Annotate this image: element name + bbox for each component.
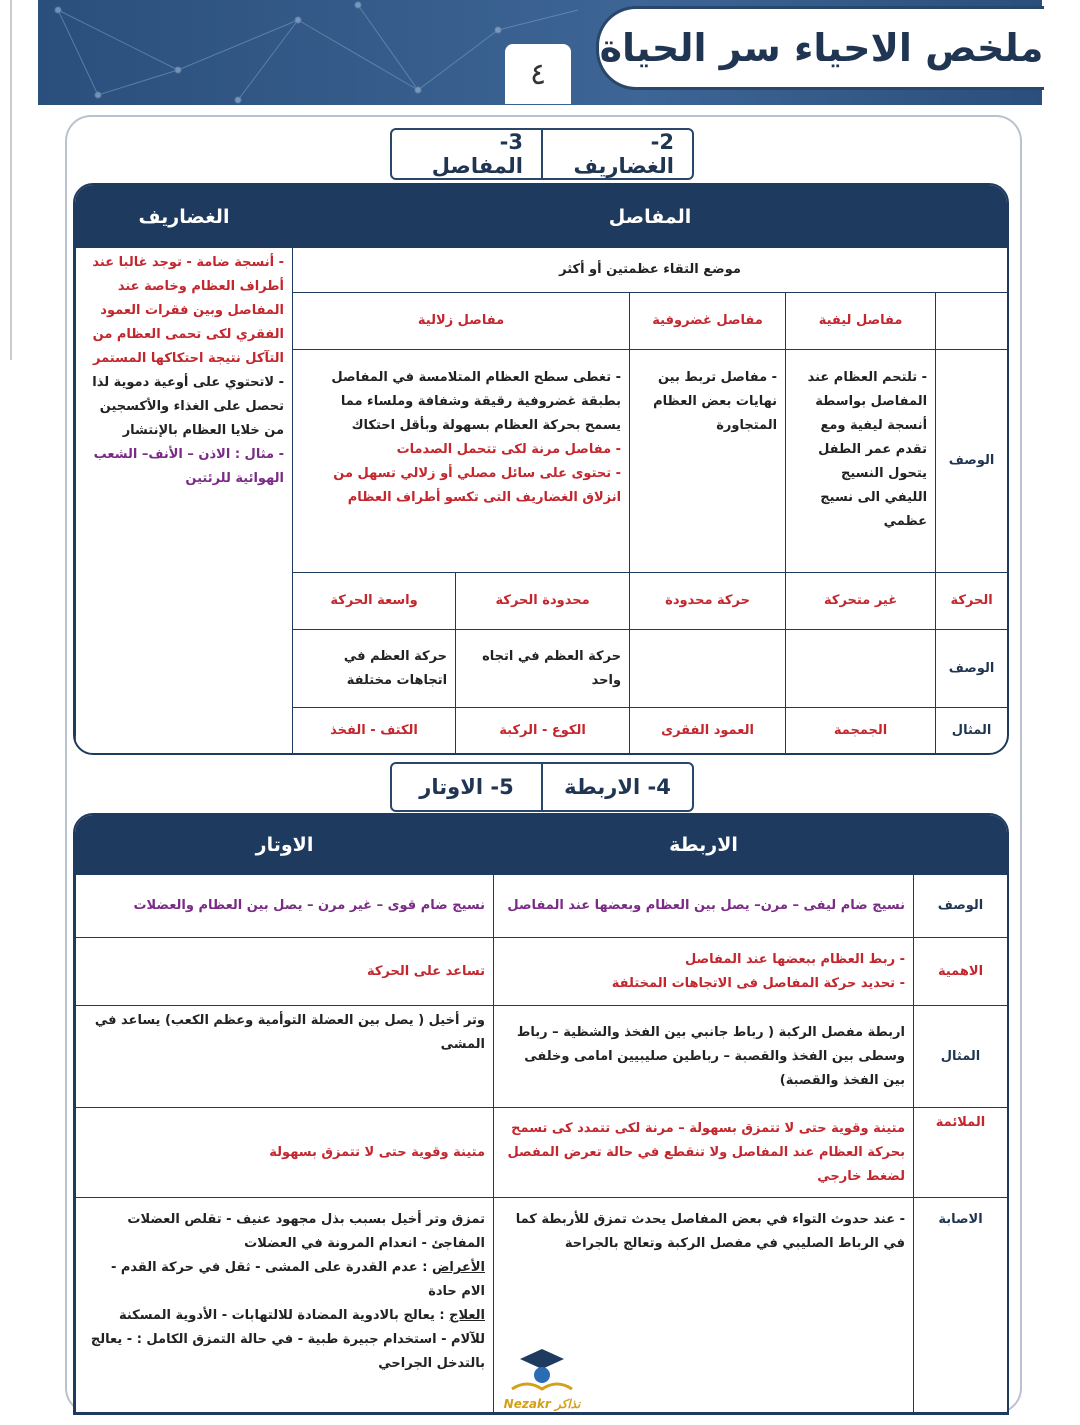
text: : عدم القدرة على المشى - ثقل في حركة الق… bbox=[110, 1260, 485, 1299]
ligaments-cell: اربطة مفصل الركبة ( رباط جانبي بين الفخذ… bbox=[493, 1005, 914, 1108]
section-tabs: 2- الغضاريف 3- المفاصل bbox=[390, 128, 694, 180]
list-item: - تحديد حركة المفاصل فى الاتجاهات المختل… bbox=[611, 975, 905, 991]
tab: 5- الاوتار bbox=[392, 764, 543, 810]
list-item: - تحتوى على سائل مصلي أو زلالي تسهل من ا… bbox=[333, 466, 622, 505]
logo: Nezakr نذاكر bbox=[492, 1345, 592, 1415]
movement-description: حركة العظم في اتجاه واحد bbox=[455, 629, 631, 708]
ligaments-table: الاربطة الاوتار الوصف نسيج ضام ليفى – مر… bbox=[73, 813, 1009, 1415]
list-item: - ربط العظام ببعضها عند المفاصل bbox=[684, 951, 905, 967]
movement: حركة محدودة bbox=[629, 572, 787, 630]
example: الكوع - الركبة bbox=[455, 707, 631, 753]
header-cell: الاربطة bbox=[493, 815, 914, 875]
row-label: الاهمية bbox=[913, 937, 1007, 1006]
tendons-cell: تمزق وتر أخيل بسبب بذل مجهود عنيف - تقلص… bbox=[75, 1197, 494, 1413]
list-item: - مثال : الاذن – الأنف– الشعب الهوائية ل… bbox=[93, 447, 284, 486]
tab: 3- المفاصل bbox=[392, 130, 543, 178]
example: العمود الفقرى bbox=[629, 707, 787, 753]
ligaments-cell: - عند حدوث التواء في بعض المفاصل يحدث تم… bbox=[493, 1197, 914, 1413]
tab: 4- الاربطة bbox=[564, 775, 671, 799]
type: مفاصل غضروفية bbox=[629, 292, 787, 350]
label: العلاج bbox=[449, 1308, 485, 1323]
movement-description: حركة العظم في اتجاهات مختلفة bbox=[291, 629, 457, 708]
movement: واسعة الحركة bbox=[291, 572, 457, 630]
definition: موضع التقاء عظمتين أو أكثر bbox=[291, 247, 1007, 293]
ligaments-cell: - ربط العظام ببعضها عند المفاصل - تحديد … bbox=[493, 937, 914, 1006]
tab: 2- الغضاريف bbox=[573, 130, 675, 178]
row-label: الملائمة bbox=[913, 1107, 1007, 1198]
tendons-cell: تساعد على الحركة bbox=[75, 937, 494, 1006]
header-cell: المفاصل bbox=[291, 185, 1007, 248]
table: المفاصل الغضاريف موضع التقاء عظمتين أو أ… bbox=[75, 185, 1007, 753]
movement: غير متحركة bbox=[785, 572, 937, 630]
tendons-cell: نسيج ضام قوى – غير مرن – يصل بين العظام … bbox=[75, 874, 494, 938]
row-label: الاصابة bbox=[913, 1197, 1007, 1413]
page-title: ملخص الاحياء سر الحياة bbox=[596, 6, 1044, 90]
movement: محدودة الحركة bbox=[455, 572, 631, 630]
injury-intro: تمزق وتر أخيل بسبب بذل مجهود عنيف - تقلص… bbox=[127, 1212, 485, 1251]
header-cell bbox=[913, 815, 1007, 875]
ligaments-cell: متينة وقوية حتى لا تتمزق بسهولة – مرنة ل… bbox=[493, 1107, 914, 1198]
row-label: المثال bbox=[935, 707, 1007, 753]
description: - مفاصل تربط بين نهايات بعض العظام المتج… bbox=[629, 349, 787, 573]
tendons-cell: متينة وقوية حتى لا تتمزق بسهولة bbox=[75, 1107, 494, 1198]
description: - تغطى سطح العظام المتلامسة في المفاصل ب… bbox=[291, 349, 631, 573]
row-label: المثال bbox=[913, 1005, 1007, 1108]
margin-mark bbox=[10, 0, 12, 360]
label: الأعراض bbox=[431, 1260, 485, 1275]
type: مفاصل ليفية bbox=[785, 292, 937, 350]
network-pattern bbox=[54, 1, 579, 104]
row-label: الوصف bbox=[935, 629, 1007, 708]
example: الكتف - الفخذ bbox=[291, 707, 457, 753]
type: مفاصل زلالية bbox=[291, 292, 631, 350]
list-item: - تغطى سطح العظام المتلامسة في المفاصل ب… bbox=[331, 370, 622, 433]
cartilage-cell: - أنسجة ضامة - توجد غالبا عند أطراف العظ… bbox=[75, 247, 293, 753]
row-label: الوصف bbox=[913, 874, 1007, 938]
description: - تلتحم العظام عند المفاصل بواسطة أنسجة … bbox=[785, 349, 937, 573]
logo-text: Nezakr نذاكر bbox=[503, 1397, 581, 1411]
section-tabs: 4- الاربطة 5- الاوتار bbox=[390, 762, 694, 812]
example: الجمجمة bbox=[785, 707, 937, 753]
row-label: الحركة bbox=[935, 572, 1007, 630]
list-item: - لاتحتوي على أوعية دموية لذا تحصل على ا… bbox=[92, 375, 284, 438]
tendons-cell: وتر أخيل ( يصل بين العضلة التوأمية وعظم … bbox=[75, 1005, 494, 1108]
row-label: الوصف bbox=[935, 349, 1007, 573]
ligaments-cell: نسيج ضام ليفى – مرن– يصل بين العظام وبعض… bbox=[493, 874, 914, 938]
joints-table: المفاصل الغضاريف موضع التقاء عظمتين أو أ… bbox=[73, 183, 1009, 755]
empty-cell bbox=[629, 629, 787, 708]
text: : يعالج بالادوية المضادة للالتهابات - ال… bbox=[90, 1308, 485, 1371]
logo-icon bbox=[511, 1349, 573, 1391]
list-item: - أنسجة ضامة - توجد غالبا عند أطراف العظ… bbox=[92, 255, 284, 366]
list-item: - مفاصل مرنة لكى تتحمل الصدمات bbox=[396, 442, 622, 457]
empty-cell bbox=[935, 292, 1007, 350]
empty-cell bbox=[785, 629, 937, 708]
injury-symptoms: الأعراض : عدم القدرة على المشى - ثقل في … bbox=[84, 1256, 485, 1304]
header-cell: الاوتار bbox=[75, 815, 494, 875]
injury-treatment: العلاج : يعالج بالادوية المضادة للالتهاب… bbox=[84, 1304, 485, 1376]
page-number: ٤ bbox=[505, 44, 571, 104]
table: الاربطة الاوتار الوصف نسيج ضام ليفى – مر… bbox=[75, 815, 1007, 1413]
header-cell: الغضاريف bbox=[75, 185, 293, 248]
